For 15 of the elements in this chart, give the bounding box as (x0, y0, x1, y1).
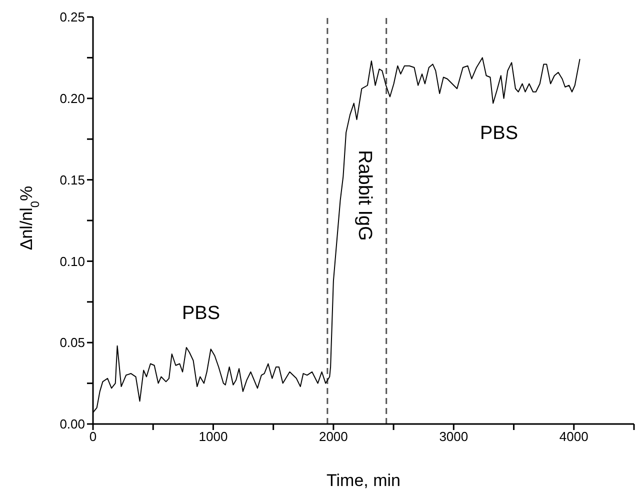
y-tick-label: 0.20 (60, 91, 85, 106)
annotation: PBS (182, 303, 220, 325)
y-tick-label: 0.15 (60, 172, 85, 188)
y-tick-label: 0.05 (60, 335, 85, 350)
x-axis-title: Time, min (326, 471, 400, 490)
x-tick-label: 0 (89, 429, 97, 444)
y-tick-label: 0.25 (60, 10, 85, 25)
annotation: Rabbit IgG (353, 150, 375, 241)
x-tick-label: 1000 (198, 429, 228, 444)
annotation: PBS (480, 123, 518, 145)
text: 0.00 (60, 416, 85, 432)
x-tick-label: 3000 (439, 429, 468, 444)
x-tick-label: 4000 (559, 429, 588, 444)
y-tick-label: 0.10 (60, 254, 85, 269)
x-tick-label: 2000 (318, 429, 348, 444)
